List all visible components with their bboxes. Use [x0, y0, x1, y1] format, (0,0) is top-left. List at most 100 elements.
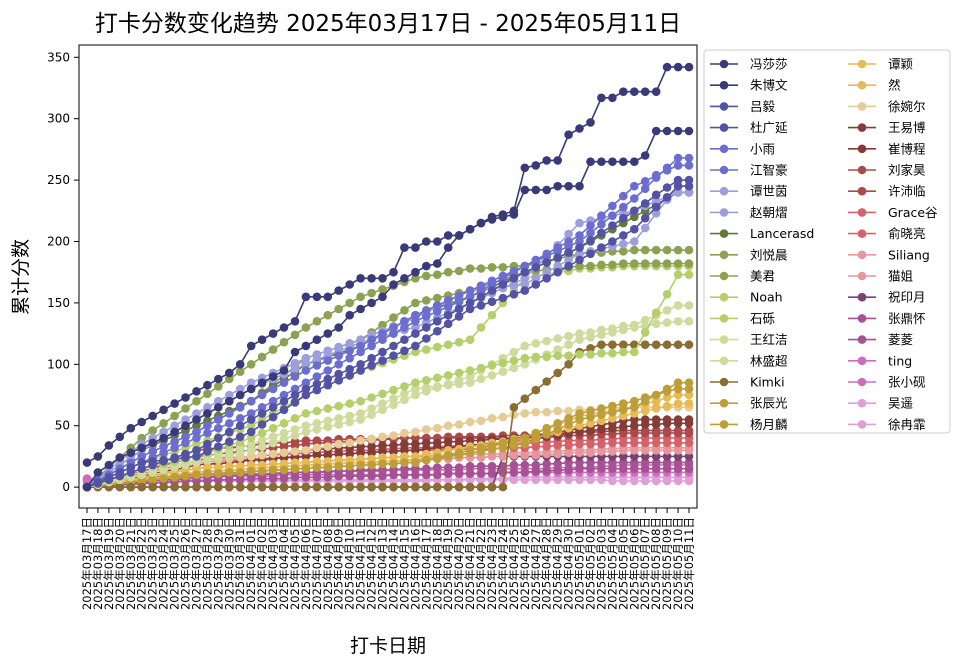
data-point [170, 443, 179, 453]
data-point [651, 426, 661, 435]
data-point [662, 393, 672, 402]
data-point [203, 409, 212, 418]
data-point [575, 409, 584, 418]
data-point [411, 439, 420, 449]
data-point [312, 372, 322, 381]
data-point [214, 482, 223, 492]
data-point [389, 447, 398, 456]
data-point [509, 267, 519, 277]
data-point [389, 351, 398, 361]
data-point [640, 315, 650, 325]
data-point [531, 407, 541, 417]
data-point [465, 304, 475, 314]
data-point [454, 231, 464, 240]
data-point [235, 448, 245, 458]
data-point [465, 446, 475, 455]
data-point [651, 245, 661, 255]
legend-label: 赵朝熠 [750, 205, 788, 220]
legend-label: Lancerasd [750, 226, 814, 241]
data-point [684, 458, 694, 467]
data-point [203, 447, 212, 456]
x-tick-label: 2025年03月17日 [80, 517, 94, 610]
data-point [553, 351, 562, 361]
data-point [301, 439, 311, 449]
data-point [520, 360, 530, 369]
data-point [608, 221, 617, 230]
data-point [192, 409, 201, 418]
x-tick-label: 2025年04月22日 [474, 517, 488, 610]
legend-item: 刘悦晨 [710, 247, 788, 262]
data-point [312, 292, 322, 302]
data-point [443, 371, 453, 380]
data-point [301, 366, 311, 375]
data-point [673, 399, 683, 408]
data-point [345, 449, 355, 459]
data-point [126, 423, 136, 433]
data-point [433, 453, 442, 462]
data-point [433, 259, 442, 268]
data-point [268, 403, 278, 412]
data-point [673, 384, 683, 394]
data-point [323, 380, 333, 390]
data-point [301, 409, 311, 418]
data-point [345, 461, 355, 471]
data-point [542, 185, 551, 195]
data-point [640, 259, 650, 268]
data-point [170, 482, 179, 492]
data-point [400, 470, 409, 480]
data-point [630, 320, 639, 330]
legend-item: 吕毅 [710, 99, 776, 114]
legend-marker [857, 292, 867, 302]
data-point [268, 412, 278, 422]
data-point [159, 465, 168, 475]
data-point [673, 188, 683, 197]
data-point [389, 465, 398, 475]
data-point [301, 464, 311, 474]
data-point [214, 469, 223, 478]
data-point [257, 378, 267, 388]
legend-item: 猫姐 [848, 269, 913, 284]
data-point [192, 387, 201, 396]
data-point [290, 464, 300, 474]
data-point [400, 458, 409, 467]
data-point [378, 389, 387, 399]
data-point [356, 347, 365, 357]
data-point [411, 452, 420, 461]
data-point [93, 452, 103, 461]
data-point [389, 341, 398, 351]
data-point [640, 458, 650, 467]
legend-label: 菱菱 [888, 332, 913, 347]
data-point [454, 469, 464, 478]
data-point [465, 298, 475, 308]
data-point [476, 363, 486, 373]
data-point [498, 482, 508, 492]
data-point [400, 382, 409, 391]
data-point [334, 351, 344, 361]
data-point [422, 470, 431, 480]
y-tick-label: 200 [47, 234, 70, 248]
legend-item: 谭世茵 [710, 184, 788, 199]
data-point [662, 163, 672, 173]
data-point [214, 463, 223, 472]
data-point [575, 335, 584, 345]
data-point [597, 220, 606, 229]
data-point [411, 427, 420, 437]
data-point [367, 341, 376, 351]
legend-item: 然 [848, 78, 901, 93]
x-tick-label: 2025年04月26日 [518, 517, 532, 610]
data-point [345, 298, 355, 308]
data-point [301, 458, 311, 467]
data-point [192, 415, 201, 424]
data-point [651, 396, 661, 406]
data-point [334, 401, 344, 411]
data-point [235, 482, 245, 492]
data-point [367, 448, 376, 458]
data-point [389, 476, 398, 486]
data-point [290, 390, 300, 400]
data-point [597, 260, 606, 270]
data-point [367, 471, 376, 481]
data-point [630, 245, 639, 255]
data-point [323, 450, 333, 460]
data-point [301, 360, 311, 369]
data-point [235, 414, 245, 423]
